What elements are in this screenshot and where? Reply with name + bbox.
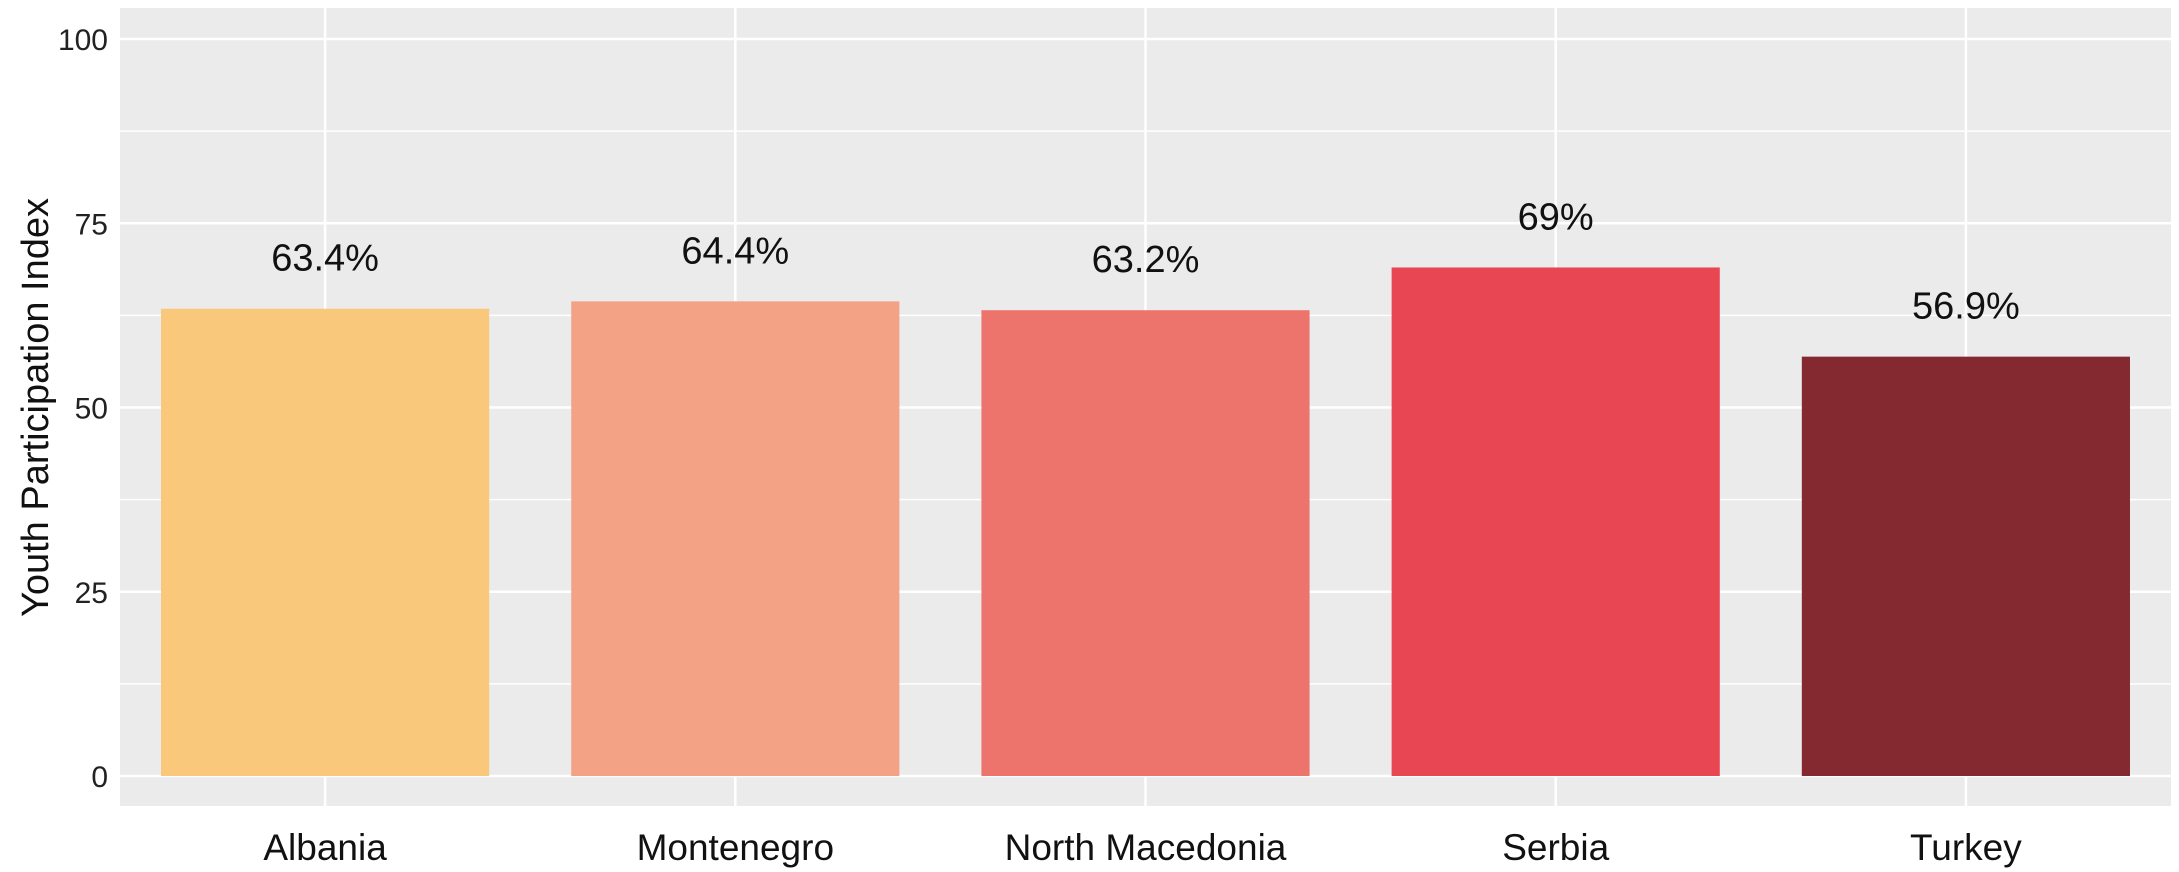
bar-serbia: [1391, 267, 1720, 776]
data-label: 63.2%: [1092, 239, 1200, 281]
data-labels: 63.4% 64.4% 63.2% 69% 56.9%: [271, 196, 2020, 327]
x-axis-ticks: Albania Montenegro North Macedonia Serbia Tu…: [263, 827, 2022, 868]
bars: [161, 267, 2130, 776]
y-tick-label: 100: [58, 24, 108, 57]
x-tick-label: Serbia: [1502, 827, 1609, 868]
x-tick-label: Albania: [263, 827, 387, 868]
y-tick-label: 0: [91, 761, 108, 794]
bar-albania: [161, 308, 490, 776]
data-label: 69%: [1518, 196, 1594, 238]
x-tick-label: Turkey: [1910, 827, 2022, 868]
bar-turkey: [1801, 356, 2130, 776]
x-tick-label: North Macedonia: [1005, 827, 1287, 868]
x-tick-label: Montenegro: [637, 827, 834, 868]
data-label: 63.4%: [271, 238, 379, 280]
y-axis-ticks: 0 25 50 75 100: [58, 24, 108, 794]
bar-montenegro: [571, 301, 900, 776]
y-tick-label: 75: [75, 208, 108, 241]
bar-north-macedonia: [981, 310, 1310, 776]
data-label: 56.9%: [1912, 286, 2020, 328]
y-tick-label: 25: [75, 577, 108, 610]
data-label: 64.4%: [681, 230, 789, 272]
y-tick-label: 50: [75, 393, 108, 426]
y-axis-title: Youth Participation Index: [15, 198, 57, 617]
